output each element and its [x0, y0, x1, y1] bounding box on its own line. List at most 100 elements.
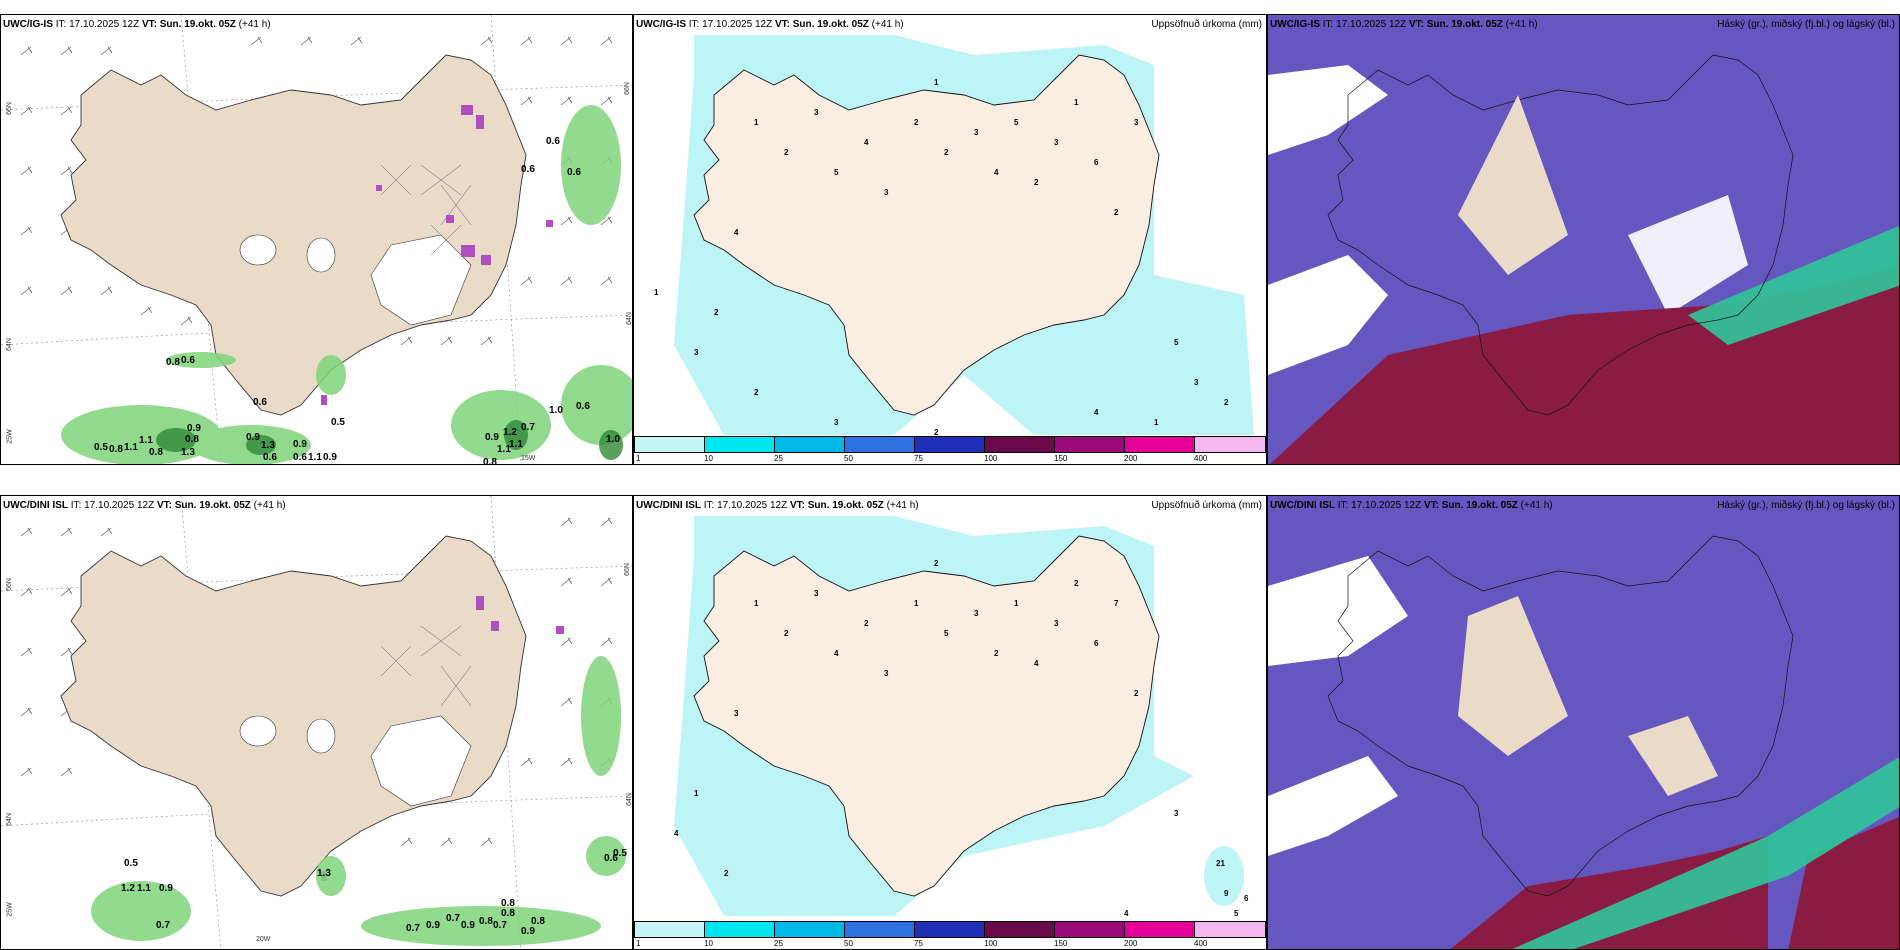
precip-green [91, 656, 626, 946]
colorbar-tick: 10 [704, 939, 713, 948]
lon-label: 25W [6, 902, 14, 917]
svg-text:0.8: 0.8 [531, 916, 545, 927]
svg-text:0.8: 0.8 [483, 457, 497, 465]
svg-text:0.5: 0.5 [124, 858, 138, 869]
svg-text:2: 2 [714, 308, 719, 317]
mid-cloud-red [1788, 816, 1899, 949]
mid-cloud-red [1450, 836, 1768, 949]
svg-text:3: 3 [1054, 138, 1059, 147]
low-cloud-green [1512, 757, 1899, 949]
svg-text:1.1: 1.1 [124, 442, 138, 453]
lat-label: 66N [623, 82, 631, 95]
map-precip-total-row1: 1 2 3 5 4 3 2 1 2 3 4 5 2 3 1 6 2 3 4 2 … [634, 15, 1266, 464]
svg-text:0.7: 0.7 [521, 422, 535, 433]
svg-text:0.7: 0.7 [493, 920, 507, 931]
snow-hatch [380, 625, 472, 707]
colorbar-swatch [1054, 921, 1125, 938]
svg-text:4: 4 [994, 168, 999, 177]
lon-label: 20W [256, 936, 271, 943]
colorbar-tick: 25 [774, 454, 783, 463]
low-cloud-green [1688, 225, 1899, 345]
svg-text:6: 6 [1094, 158, 1099, 167]
panel-header: UWC/IG-IS IT: 17.10.2025 12Z VT: Sun. 19… [1270, 19, 1538, 30]
svg-text:0.9: 0.9 [485, 432, 499, 443]
svg-text:5: 5 [1174, 338, 1179, 347]
colorbar-tick: 150 [1054, 454, 1068, 463]
svg-text:3: 3 [884, 669, 889, 678]
svg-text:5: 5 [944, 629, 949, 638]
svg-text:1.1: 1.1 [139, 435, 153, 446]
clear-sky-area [1268, 756, 1398, 856]
panel-title: Uppsöfnuð úrkoma (mm) [1151, 19, 1262, 30]
svg-text:2: 2 [1034, 178, 1039, 187]
svg-text:0.7: 0.7 [406, 923, 420, 934]
svg-text:3: 3 [814, 589, 819, 598]
lat-label: 66N [5, 578, 13, 591]
svg-text:0.8: 0.8 [109, 444, 123, 455]
svg-text:0.9: 0.9 [461, 920, 475, 931]
precip-value-labels: 0.5 1.2 1.1 0.9 0.7 0.7 0.9 0.7 0.9 0.8 … [121, 848, 627, 937]
panel-title: Háský (gr.), miðský (fj.bl.) og lágský (… [1717, 500, 1895, 511]
colorbar-tick: 1 [636, 939, 641, 948]
svg-text:1: 1 [754, 118, 759, 127]
svg-text:3: 3 [1174, 809, 1179, 818]
svg-text:3: 3 [974, 609, 979, 618]
lat-label: 66N [5, 102, 13, 115]
svg-text:3: 3 [1194, 378, 1199, 387]
svg-text:9: 9 [1224, 889, 1229, 898]
svg-text:2: 2 [934, 559, 939, 568]
colorbar-tick: 50 [844, 454, 853, 463]
svg-text:1.1: 1.1 [497, 444, 511, 455]
snow-hatch [380, 164, 472, 256]
iceland-land [1327, 535, 1794, 897]
panel-header: UWC/IG-IS IT: 17.10.2025 12Z VT: Sun. 19… [636, 19, 904, 30]
colorbar-swatch [1194, 921, 1266, 938]
iceland-land [60, 535, 527, 897]
svg-text:0.9: 0.9 [426, 920, 440, 931]
lat-label: 64N [5, 338, 13, 351]
lon-label: 25W [6, 429, 14, 444]
svg-text:2: 2 [994, 649, 999, 658]
iceland-land [693, 535, 1160, 897]
svg-text:1.1: 1.1 [509, 439, 523, 450]
svg-text:4: 4 [864, 138, 869, 147]
svg-text:1: 1 [694, 789, 699, 798]
panel-header: UWC/DINI ISL IT: 17.10.2025 12Z VT: Sun.… [636, 500, 919, 511]
panel-title: Háský (gr.), miðský (fj.bl.) og lágský (… [1717, 19, 1895, 30]
panel-header: UWC/DINI ISL IT: 17.10.2025 12Z VT: Sun.… [3, 500, 286, 511]
snow-spots [321, 105, 553, 405]
colorbar-swatch [1194, 436, 1266, 453]
colorbar-swatch [844, 921, 915, 938]
colorbar-swatch [704, 921, 775, 938]
svg-text:1.0: 1.0 [549, 405, 563, 416]
svg-text:0.6: 0.6 [604, 853, 618, 864]
colorbar-swatch [914, 436, 985, 453]
svg-text:1.1: 1.1 [137, 883, 151, 894]
svg-text:2: 2 [944, 148, 949, 157]
clear-sky-area [1628, 195, 1748, 315]
colorbar: 1 10 25 50 75 100 150 200 400 [634, 921, 1266, 949]
svg-text:3: 3 [814, 108, 819, 117]
svg-text:0.6: 0.6 [263, 452, 277, 463]
svg-text:2: 2 [1134, 689, 1139, 698]
glaciers [239, 715, 472, 807]
colorbar-tick: 200 [1124, 454, 1138, 463]
panel-title: Uppsöfnuð úrkoma (mm) [1151, 500, 1262, 511]
colorbar-tick: 1 [636, 454, 641, 463]
colorbar-tick: 75 [914, 939, 923, 948]
svg-text:1.3: 1.3 [317, 868, 331, 879]
svg-text:1.3: 1.3 [261, 440, 275, 451]
totals-number-labels: 1 2 3 4 2 3 1 2 5 3 2 1 4 3 2 6 7 2 3 1 … [674, 559, 1249, 918]
svg-text:4: 4 [1094, 408, 1099, 417]
lat-label: 66N [623, 563, 631, 576]
svg-text:3: 3 [834, 418, 839, 427]
svg-text:3: 3 [974, 128, 979, 137]
svg-text:0.8: 0.8 [166, 357, 180, 368]
lon-label: 15W [521, 455, 536, 462]
clear-sky-area [1268, 255, 1388, 375]
svg-text:1: 1 [654, 288, 659, 297]
svg-text:0.6: 0.6 [546, 136, 560, 147]
map-wind-precip-row2: 0.5 1.2 1.1 0.9 0.7 0.7 0.9 0.7 0.9 0.8 … [1, 496, 632, 949]
svg-text:4: 4 [834, 649, 839, 658]
precip-value-labels: 0.5 0.8 1.1 1.1 0.8 0.9 0.8 1.3 0.9 1.3 … [94, 136, 620, 465]
